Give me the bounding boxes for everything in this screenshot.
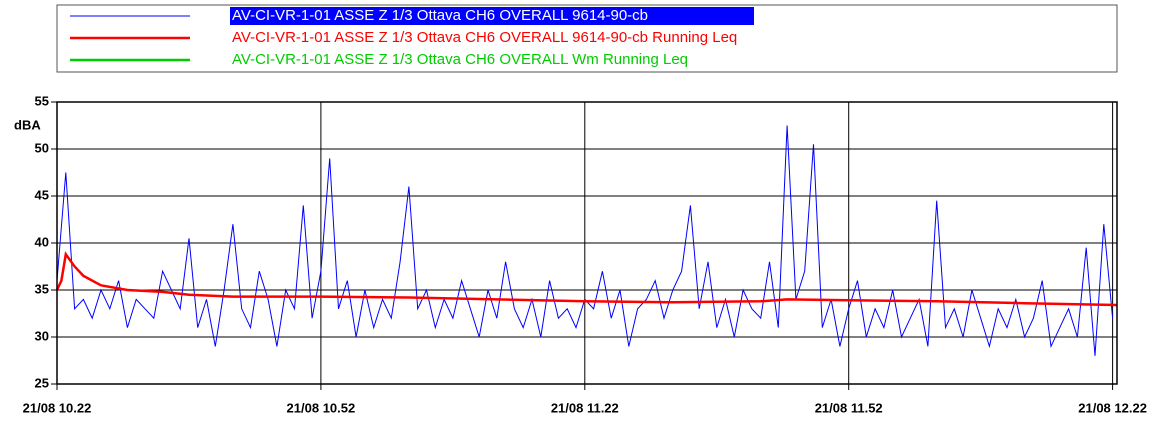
series-line	[56, 125, 1114, 356]
y-tick-label: 45	[35, 187, 49, 202]
x-tick-label: 21/08 12.22	[1078, 400, 1147, 415]
x-tick-label: 21/08 11.22	[551, 400, 619, 415]
y-tick-label: 50	[35, 140, 49, 155]
x-tick-label: 21/08 10.22	[23, 400, 92, 415]
x-tick-label: 21/08 11.52	[815, 400, 883, 415]
series-line	[55, 251, 1118, 307]
x-tick-label: 21/08 10.52	[287, 400, 356, 415]
y-axis-label: dBA	[14, 117, 41, 132]
legend-label: AV-CI-VR-1-01 ASSE Z 1/3 Ottava CH6 OVER…	[232, 29, 737, 46]
legend-label: AV-CI-VR-1-01 ASSE Z 1/3 Ottava CH6 OVER…	[232, 51, 688, 68]
plot-frame	[56, 101, 1118, 385]
legend-label: AV-CI-VR-1-01 ASSE Z 1/3 Ottava CH6 OVER…	[232, 7, 648, 24]
y-tick-label: 40	[35, 234, 49, 249]
y-tick-label: 35	[35, 281, 49, 296]
y-tick-label: 55	[35, 93, 49, 108]
y-tick-label: 30	[35, 328, 49, 343]
y-tick-label: 25	[35, 375, 49, 390]
legend-highlight	[230, 7, 754, 25]
